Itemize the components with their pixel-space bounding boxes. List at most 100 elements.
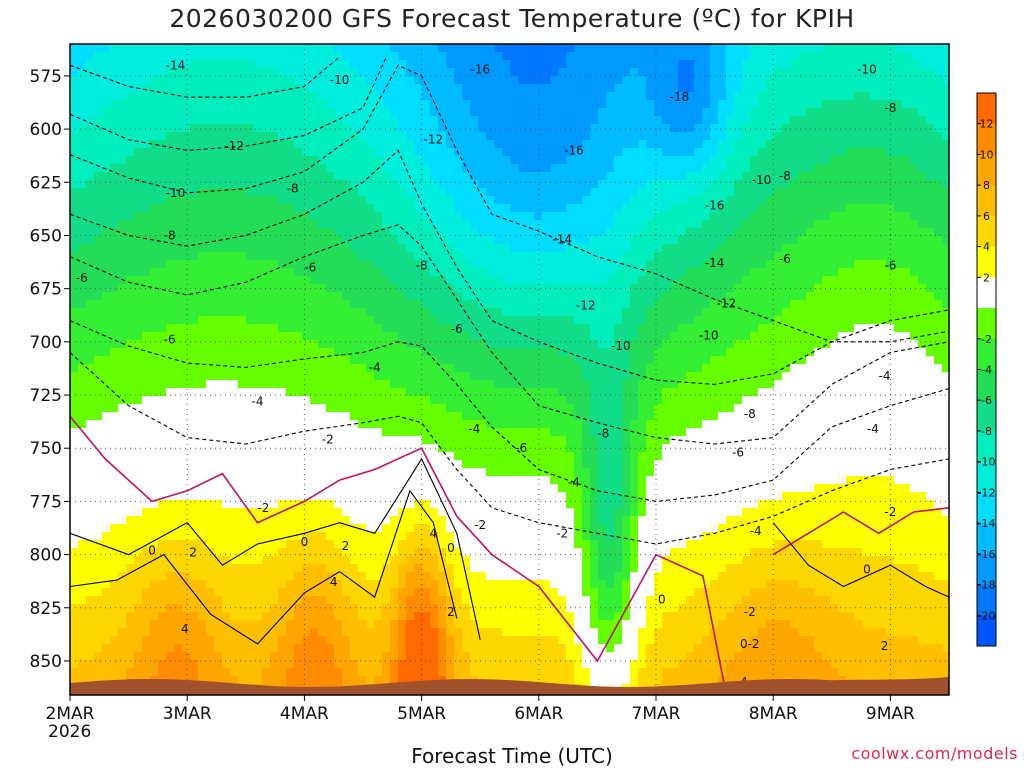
temperature-cell [542, 588, 551, 597]
temperature-cell [406, 628, 415, 637]
temperature-cell [526, 292, 535, 301]
temperature-cell [350, 428, 359, 437]
temperature-cell [470, 388, 479, 397]
temperature-cell [406, 148, 415, 157]
temperature-cell [174, 204, 183, 213]
temperature-cell [286, 452, 295, 461]
temperature-cell [542, 572, 551, 581]
temperature-cell [494, 420, 503, 429]
temperature-cell [342, 604, 351, 613]
temperature-cell [174, 140, 183, 149]
temperature-cell [118, 252, 127, 261]
temperature-cell [422, 652, 431, 661]
temperature-cell [230, 580, 239, 589]
temperature-cell [102, 580, 111, 589]
temperature-cell [222, 404, 231, 413]
temperature-cell [462, 604, 471, 613]
temperature-cell [518, 524, 527, 533]
temperature-cell [206, 500, 215, 509]
temperature-cell [246, 308, 255, 317]
temperature-cell [406, 124, 415, 133]
temperature-cell [390, 188, 399, 197]
temperature-cell [318, 196, 327, 205]
temperature-cell [438, 100, 447, 109]
temperature-cell [254, 420, 263, 429]
temperature-cell [230, 124, 239, 133]
temperature-cell [334, 268, 343, 277]
temperature-cell [390, 52, 399, 61]
temperature-cell [390, 444, 399, 453]
temperature-cell [286, 148, 295, 157]
temperature-cell [486, 52, 495, 61]
temperature-cell [94, 588, 103, 597]
temperature-cell [446, 364, 455, 373]
temperature-cell [366, 412, 375, 421]
temperature-cell [230, 292, 239, 301]
temperature-cell [494, 556, 503, 565]
temperature-cell [182, 460, 191, 469]
temperature-cell [542, 52, 551, 61]
temperature-cell [318, 284, 327, 293]
temperature-cell [534, 492, 543, 501]
temperature-cell [302, 172, 311, 181]
temperature-cell [350, 332, 359, 341]
temperature-cell [174, 300, 183, 309]
temperature-cell [518, 644, 527, 653]
temperature-cell [86, 108, 95, 117]
temperature-cell [462, 44, 471, 53]
temperature-cell [358, 460, 367, 469]
temperature-cell [118, 236, 127, 245]
temperature-cell [534, 76, 543, 85]
temperature-cell [494, 540, 503, 549]
temperature-cell [126, 76, 135, 85]
temperature-cell [526, 252, 535, 261]
temperature-cell [398, 92, 407, 101]
temperature-cell [502, 116, 511, 125]
temperature-cell [438, 204, 447, 213]
temperature-cell [302, 460, 311, 469]
plot-area: -14-10-16-18-10-8-12 -12-16-10 -8-16-10 -8-… [70, 44, 949, 695]
temperature-cell [334, 364, 343, 373]
temperature-cell [238, 516, 247, 525]
temperature-cell [238, 436, 247, 445]
temperature-cell [446, 52, 455, 61]
temperature-cell [70, 636, 79, 645]
temperature-cell [342, 308, 351, 317]
temperature-cell [102, 524, 111, 533]
temperature-cell [158, 76, 167, 85]
temperature-cell [302, 636, 311, 645]
temperature-cell [134, 644, 143, 653]
temperature-cell [430, 332, 439, 341]
temperature-cell [454, 556, 463, 565]
temperature-cell [470, 652, 479, 661]
temperature-cell [510, 252, 519, 261]
temperature-cell [350, 188, 359, 197]
temperature-cell [262, 388, 271, 397]
temperature-cell [518, 556, 527, 565]
temperature-cell [326, 92, 335, 101]
temperature-cell [270, 76, 279, 85]
temperature-cell [270, 332, 279, 341]
temperature-cell [470, 316, 479, 325]
temperature-cell [374, 60, 383, 69]
temperature-cell [182, 412, 191, 421]
temperature-cell [518, 268, 527, 277]
temperature-cell [278, 676, 287, 685]
temperature-cell [270, 116, 279, 125]
temperature-cell [150, 284, 159, 293]
temperature-cell [414, 212, 423, 221]
temperature-cell [70, 276, 79, 285]
temperature-cell [118, 92, 127, 101]
temperature-cell [358, 140, 367, 149]
temperature-cell [310, 340, 319, 349]
temperature-cell [70, 596, 79, 605]
temperature-cell [158, 140, 167, 149]
temperature-cell [446, 180, 455, 189]
temperature-cell [358, 588, 367, 597]
temperature-cell [454, 212, 463, 221]
temperature-cell [142, 52, 151, 61]
temperature-cell [446, 556, 455, 565]
temperature-cell [262, 172, 271, 181]
temperature-cell [94, 524, 103, 533]
temperature-cell [110, 604, 119, 613]
